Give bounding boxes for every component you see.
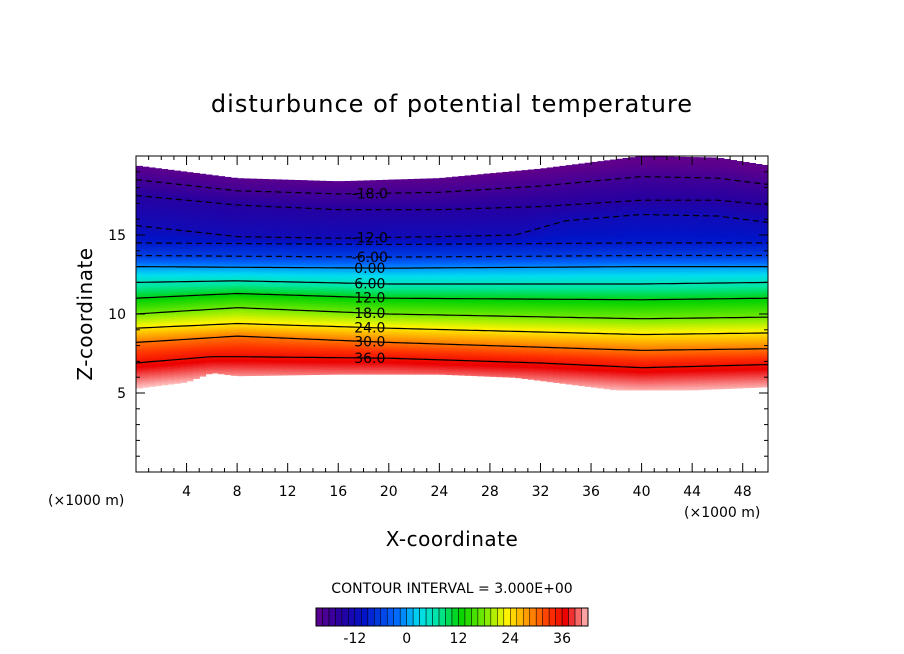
y-axis-label: Z-coordinate — [73, 247, 97, 380]
colorbar-tick-label: -12 — [343, 631, 366, 647]
x-tick-label: 48 — [734, 484, 752, 500]
filled-contours — [136, 156, 768, 391]
contour-line — [136, 266, 768, 269]
contour-line — [136, 356, 768, 369]
x-tick-label: 36 — [582, 484, 600, 500]
x-tick-label: 28 — [481, 484, 499, 500]
x-tick-label: 16 — [329, 484, 347, 500]
contour-line — [136, 175, 768, 195]
contour-label: 0.00 — [354, 261, 385, 277]
contour-line — [136, 254, 768, 258]
colorbar-tick-label: 36 — [553, 631, 571, 647]
contour-labels: -18.0 -12.0 -6.000.006.0012.018.024.030.03… — [352, 186, 388, 367]
contour-line — [136, 213, 768, 239]
contour-label: 24.0 — [354, 321, 385, 337]
colorbar-tick-label: 12 — [450, 631, 468, 647]
x-tick-label: 20 — [380, 484, 398, 500]
y-tick-label: 10 — [108, 307, 126, 323]
y-tick-label: 15 — [108, 228, 126, 244]
contour-line — [136, 194, 768, 211]
contour-label: 30.0 — [354, 335, 385, 351]
contour-label: -6.00 — [352, 250, 388, 266]
contour-line — [136, 322, 768, 336]
x-tick-label: 32 — [532, 484, 550, 500]
x-unit-right: (×1000 m) — [684, 505, 760, 521]
contour-interval-text: CONTOUR INTERVAL = 3.000E+00 — [331, 581, 572, 597]
contour-line — [136, 307, 768, 320]
x-tick-label: 4 — [182, 484, 191, 500]
contour-lines — [136, 175, 768, 369]
contour-line — [136, 280, 768, 285]
x-tick-label: 44 — [683, 484, 701, 500]
contour-label: 36.0 — [354, 351, 385, 367]
x-tick-label: 8 — [233, 484, 242, 500]
x-axis-label: X-coordinate — [386, 527, 519, 551]
contour-label: -12.0 — [352, 231, 388, 247]
colorbar-tick-label: 24 — [501, 631, 519, 647]
y-tick-label: 5 — [117, 386, 126, 402]
contour-line — [136, 335, 768, 351]
contour-line — [136, 242, 768, 246]
chart-title: disturbunce of potential temperature — [211, 90, 693, 118]
x-tick-label: 24 — [430, 484, 448, 500]
x-tick-label: 12 — [279, 484, 297, 500]
x-unit-left: (×1000 m) — [48, 493, 124, 509]
contour-label: 12.0 — [354, 291, 385, 307]
contour-label: 6.00 — [354, 277, 385, 293]
contour-line — [136, 292, 768, 301]
colorbar: -12 0 12 24 36 — [315, 607, 589, 647]
contour-label: 18.0 — [354, 306, 385, 322]
colorbar-tick-label: 0 — [402, 631, 411, 647]
x-tick-label: 40 — [633, 484, 651, 500]
contour-label: -18.0 — [352, 186, 388, 202]
